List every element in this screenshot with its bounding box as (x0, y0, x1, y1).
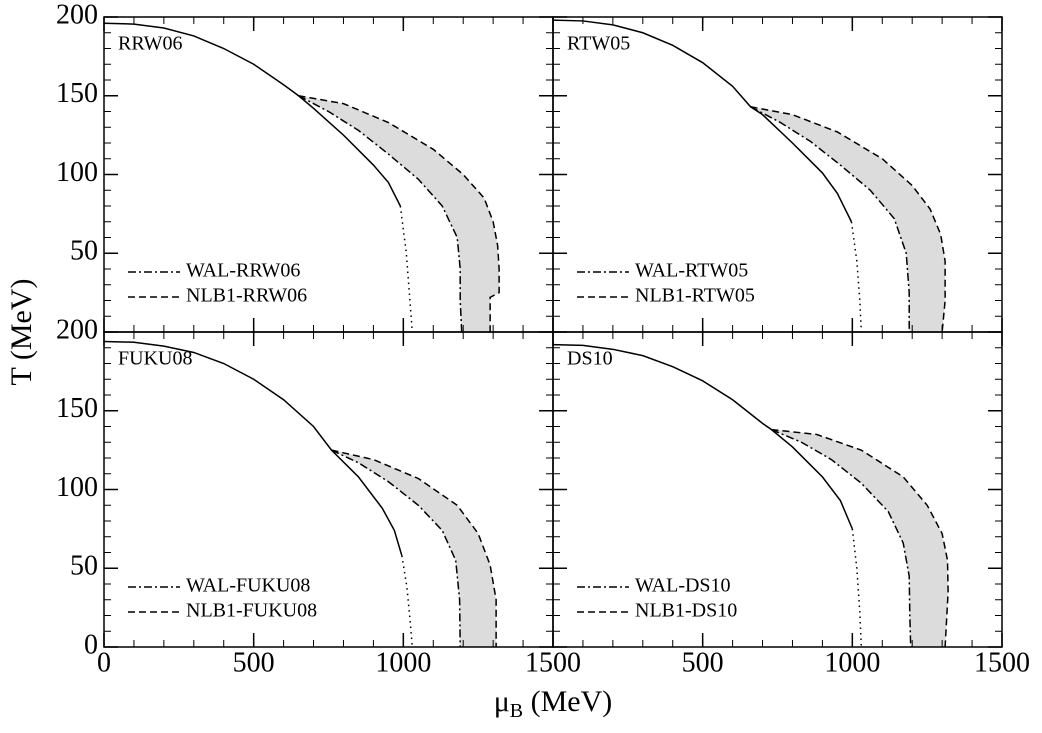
legend-label: WAL-DS10 (635, 575, 731, 597)
curve (331, 449, 497, 647)
band (331, 450, 497, 647)
legend-label: NLB1-RTW05 (635, 285, 755, 307)
y-tick-label: 100 (56, 157, 98, 188)
y-tick-label: 100 (56, 472, 98, 503)
x-axis-unit: (MeV) (523, 685, 612, 718)
y-tick-label: 150 (56, 78, 98, 109)
panel-label: DS10 (567, 348, 613, 370)
y-tick-label: 50 (70, 236, 98, 267)
legend-label: WAL-RTW05 (635, 260, 748, 282)
legend-label: NLB1-RRW06 (186, 285, 307, 307)
curve (771, 428, 949, 648)
legend-label: WAL-FUKU08 (186, 575, 310, 597)
x-tick-label: 1500 (525, 647, 581, 678)
curve (103, 340, 403, 556)
x-tick-label: 1500 (974, 647, 1030, 678)
band (298, 95, 500, 332)
y-axis-label: T (MeV) (5, 279, 38, 386)
x-tick-label: 0 (97, 647, 111, 678)
x-tick-label: 500 (233, 647, 275, 678)
legend-label: NLB1-FUKU08 (186, 600, 317, 622)
curve (331, 449, 461, 648)
x-tick-label: 1000 (824, 647, 880, 678)
y-tick-label: 0 (84, 629, 98, 660)
panel-label: RRW06 (118, 33, 182, 55)
curve (298, 95, 463, 333)
curve (552, 343, 854, 530)
x-axis-symbol: μ (494, 685, 510, 718)
band (750, 106, 946, 333)
band (771, 429, 949, 647)
x-axis-label: μB (MeV) (494, 685, 613, 722)
curve (771, 428, 912, 648)
curve (552, 19, 853, 223)
y-tick-label: 200 (56, 0, 98, 30)
panel-label: RTW05 (567, 33, 630, 55)
curve (850, 221, 863, 333)
y-tick-label: 200 (56, 314, 98, 345)
panel-label: FUKU08 (118, 348, 192, 370)
x-tick-label: 1000 (375, 647, 431, 678)
curve (851, 528, 863, 648)
curve (750, 106, 946, 333)
y-tick-label: 150 (56, 393, 98, 424)
x-axis-subscript: B (510, 700, 523, 722)
x-tick-label: 500 (682, 647, 724, 678)
legend-label: WAL-RRW06 (186, 260, 300, 282)
y-tick-label: 50 (70, 551, 98, 582)
curve (103, 22, 402, 207)
curve (750, 106, 910, 332)
legend-label: NLB1-DS10 (635, 600, 737, 622)
curve (401, 555, 414, 648)
curve (399, 205, 414, 333)
